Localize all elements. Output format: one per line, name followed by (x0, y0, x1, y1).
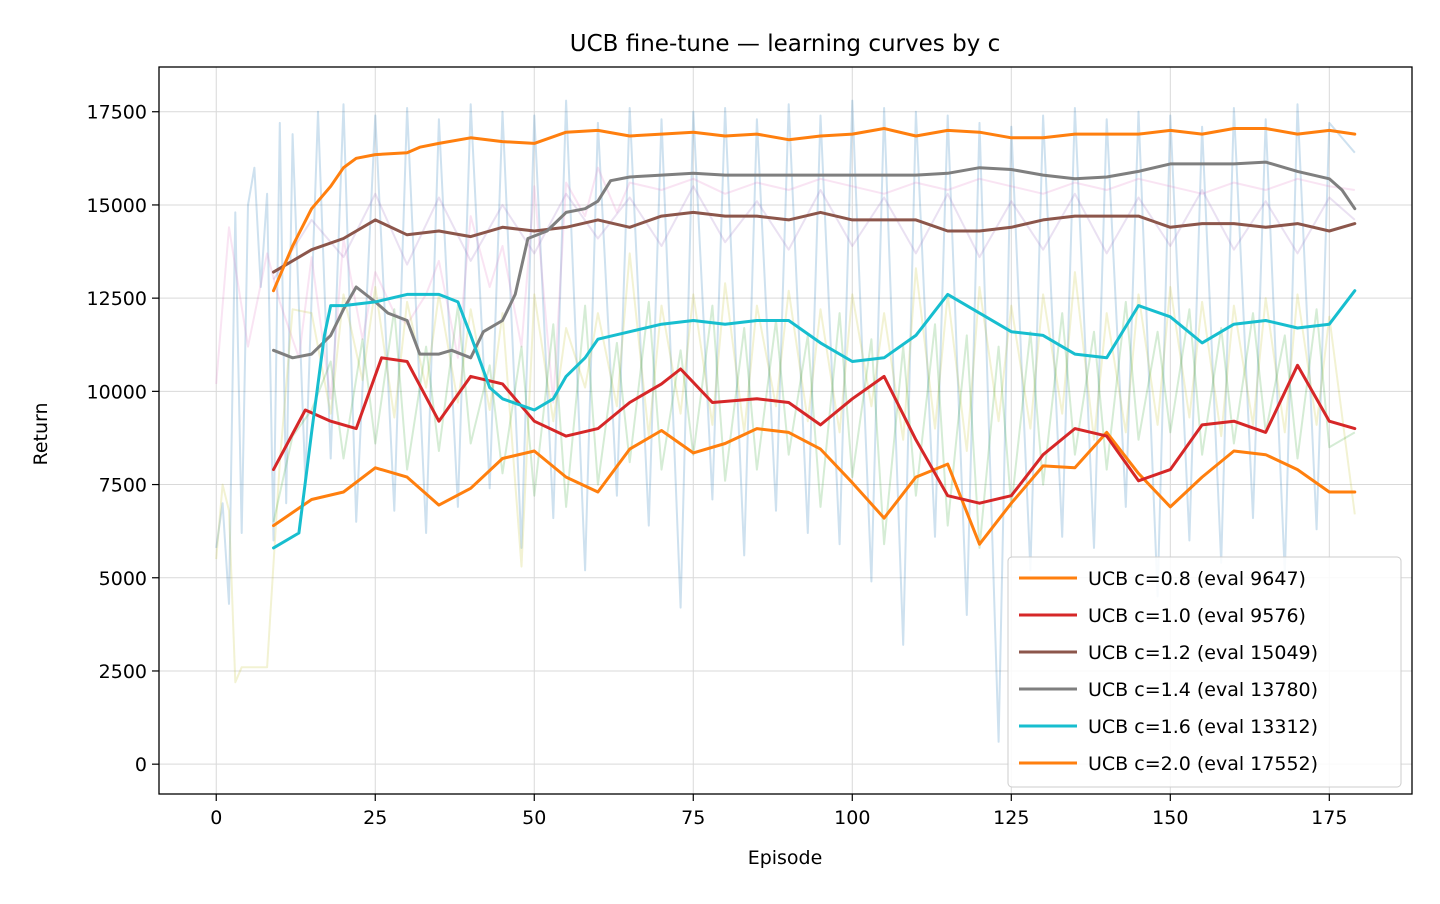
y-tick-label: 0 (135, 754, 147, 776)
series-line (272, 160, 1357, 360)
chart-title: UCB fine-tune — learning curves by c (570, 31, 1001, 57)
series-line (272, 127, 1357, 293)
series-line (272, 210, 1357, 274)
smoothed-curves-layer (272, 127, 1357, 550)
x-tick-label: 125 (993, 807, 1029, 829)
plot-frame (158, 66, 1413, 795)
legend-label: UCB c=0.8 (eval 9647) (1088, 568, 1306, 590)
y-axis-ticks: 0 2500 5000 7500 10000 12500 15000 17500 (87, 102, 159, 776)
raw-return-curve (215, 252, 1356, 684)
raw-return-curve (215, 166, 1355, 404)
y-tick-label: 2500 (99, 661, 147, 683)
x-tick-label: 25 (363, 807, 387, 829)
series-line (272, 289, 1357, 550)
series-line (272, 427, 1357, 546)
legend-label: UCB c=1.6 (eval 13312) (1088, 716, 1318, 738)
y-tick-label: 15000 (87, 195, 147, 217)
legend-label: UCB c=1.4 (eval 13780) (1088, 679, 1318, 701)
y-tick-label: 17500 (87, 102, 147, 124)
y-tick-label: 5000 (99, 568, 147, 590)
legend-label: UCB c=1.2 (eval 15049) (1088, 642, 1318, 664)
x-tick-label: 150 (1152, 807, 1188, 829)
series-line (272, 356, 1357, 505)
legend-box (1007, 556, 1402, 788)
y-axis-label: Return (30, 402, 52, 465)
x-tick-label: 175 (1311, 807, 1347, 829)
legend-label: UCB c=1.0 (eval 9576) (1088, 605, 1306, 627)
y-tick-label: 12500 (87, 288, 147, 310)
y-tick-label: 10000 (87, 381, 147, 403)
x-tick-label: 75 (681, 807, 705, 829)
x-axis-label: Episode (748, 847, 823, 869)
x-tick-label: 100 (834, 807, 870, 829)
legend: UCB c=0.8 (eval 9647) UCB c=1.0 (eval 957… (1007, 556, 1402, 788)
x-tick-label: 50 (522, 807, 546, 829)
y-tick-label: 7500 (99, 475, 147, 497)
legend-label: UCB c=2.0 (eval 17552) (1088, 753, 1318, 775)
raw-return-curve (215, 99, 1356, 743)
x-tick-label: 0 (210, 807, 222, 829)
x-axis-ticks: 0 25 50 75 100 125 150 175 (210, 794, 1347, 829)
